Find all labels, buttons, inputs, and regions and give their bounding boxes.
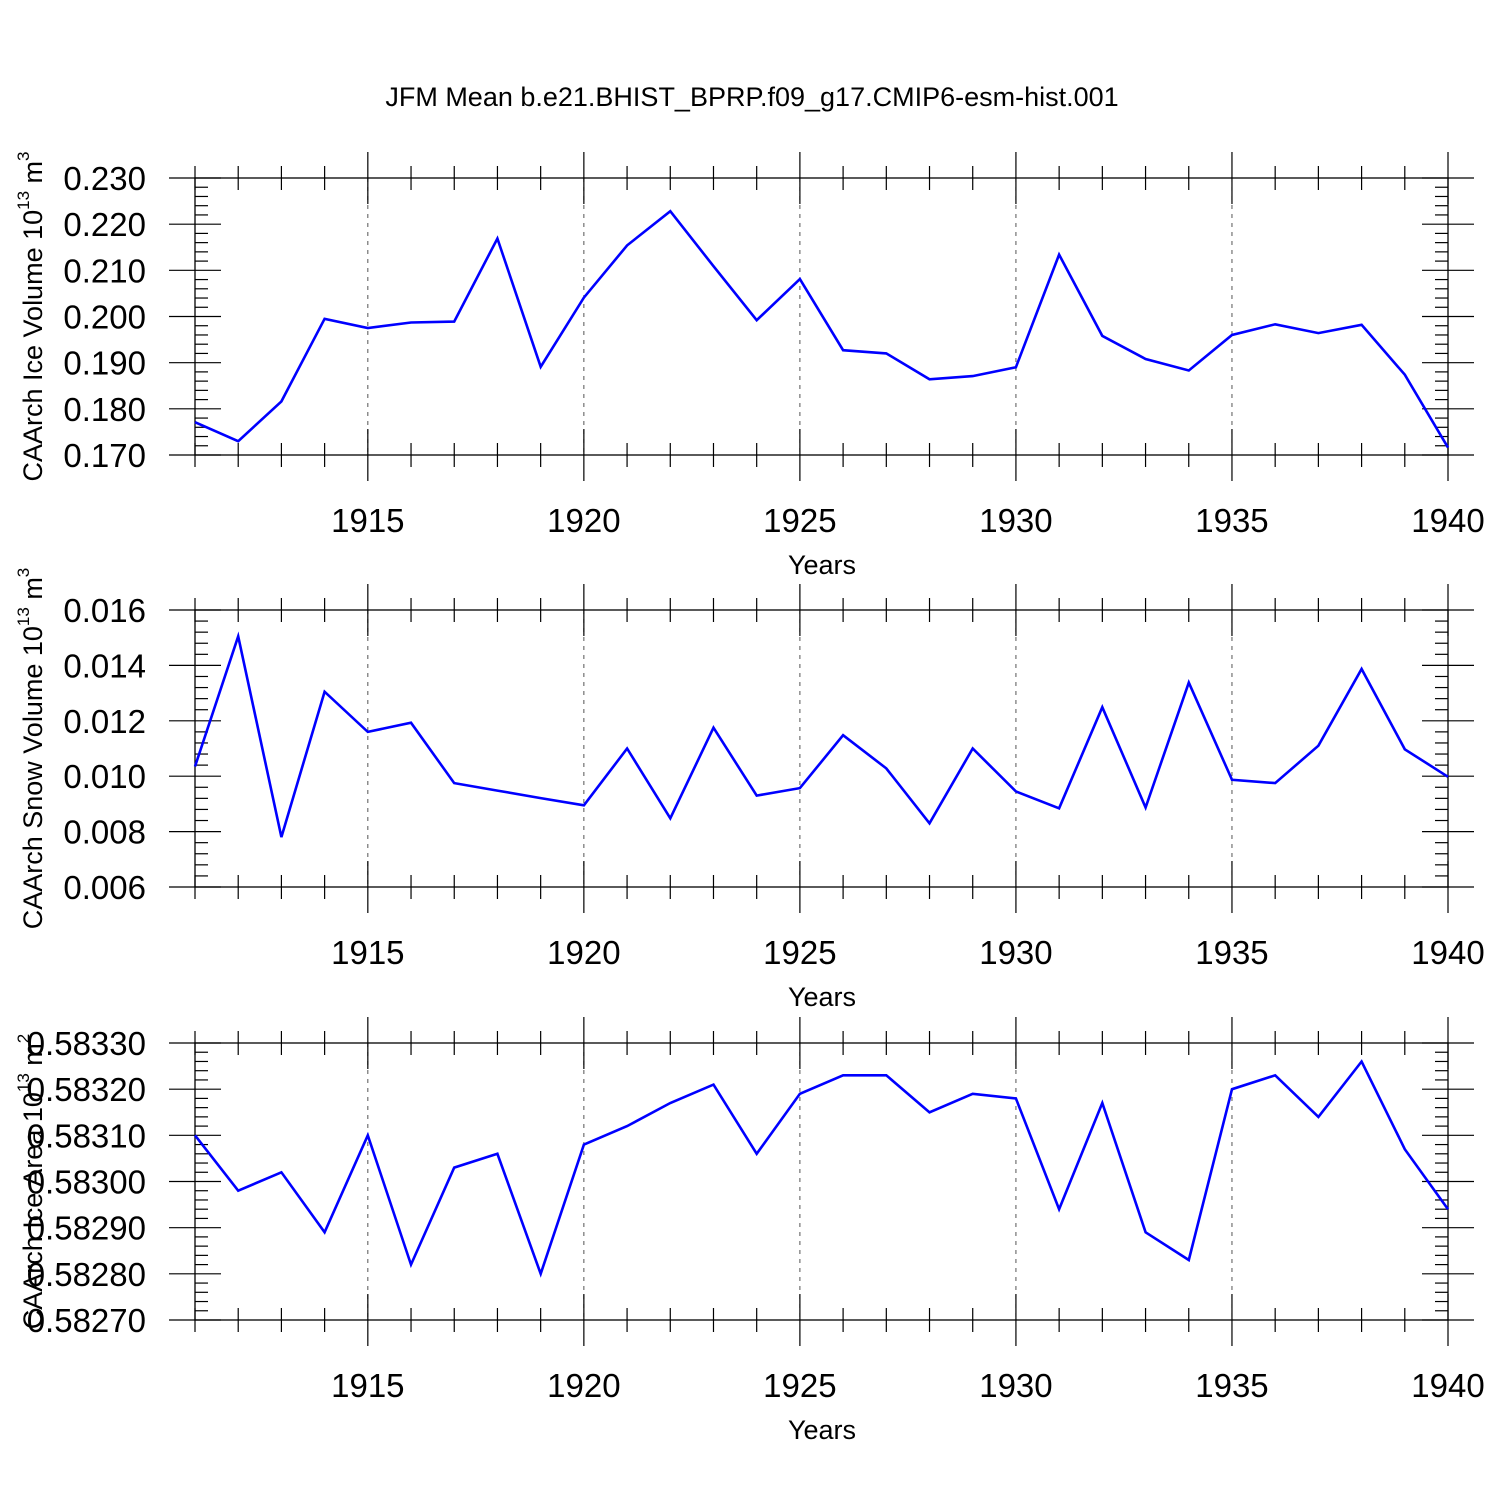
series-line xyxy=(193,1059,1450,1278)
chart-panel-1: 0.170 0.180 0.190 0.200 0.210 0.220 0.230 1915 1… xyxy=(14,151,1485,580)
y-tick-label: 0.180 xyxy=(63,391,146,428)
y-tick-label: 0.200 xyxy=(63,299,146,336)
x-tick-label: 1915 xyxy=(331,934,404,971)
y-tick-label: 0.58270 xyxy=(27,1302,146,1339)
x-tick-label: 1925 xyxy=(763,1367,836,1404)
y-tick-label: 0.006 xyxy=(63,869,146,906)
y-tick-label: 0.58280 xyxy=(27,1256,146,1293)
x-tick-label: 1930 xyxy=(979,934,1052,971)
y-axis-title-unit: m xyxy=(18,1043,48,1073)
series-line xyxy=(193,631,1449,838)
x-tick-label: 1935 xyxy=(1195,934,1268,971)
y-axis-title-main: CAArch Snow Volume 10 xyxy=(18,626,48,929)
y-axis-title: CAArch Snow Volume 1013 m3 xyxy=(14,568,48,930)
y-tick-label: 0.012 xyxy=(63,703,146,740)
y-tick-label: 0.014 xyxy=(63,647,146,684)
y-tick-label: 0.230 xyxy=(63,160,146,197)
y-tick-label: 0.58320 xyxy=(27,1071,146,1108)
x-tick-label: 1920 xyxy=(547,1367,620,1404)
x-tick-label: 1930 xyxy=(979,1367,1052,1404)
x-tick-label: 1920 xyxy=(547,502,620,539)
x-axis-title: Years xyxy=(788,982,856,1012)
x-tick-label: 1915 xyxy=(331,502,404,539)
x-axis-title: Years xyxy=(788,1415,856,1445)
y-tick-label: 0.010 xyxy=(63,758,146,795)
y-axis-title-exponent: 13 xyxy=(14,607,33,626)
y-tick-label: 0.58300 xyxy=(27,1164,146,1201)
x-tick-label: 1925 xyxy=(763,934,836,971)
x-tick-label: 1940 xyxy=(1411,1367,1484,1404)
y-tick-label: 0.170 xyxy=(63,437,146,474)
y-axis-title-exponent: 13 xyxy=(14,1073,33,1092)
y-axis-title-main: CAArch Ice Area 10 xyxy=(18,1092,48,1329)
x-tick-label: 1940 xyxy=(1411,502,1484,539)
y-axis-title-unit: m xyxy=(18,161,48,191)
y-tick-label: 0.58290 xyxy=(27,1210,146,1247)
x-axis-title: Years xyxy=(788,550,856,580)
x-tick-label: 1925 xyxy=(763,502,836,539)
y-tick-label: 0.210 xyxy=(63,252,146,289)
y-tick-label: 0.008 xyxy=(63,814,146,851)
y-axis-title-unit-exponent: 3 xyxy=(14,151,33,160)
y-axis-title: CAArch Ice Area 1013 m2 xyxy=(14,1034,48,1330)
y-tick-label: 0.58310 xyxy=(27,1117,146,1154)
y-axis-title-unit-exponent: 3 xyxy=(14,568,33,577)
x-tick-label: 1935 xyxy=(1195,502,1268,539)
y-axis-title-unit: m xyxy=(18,577,48,607)
panels: 0.170 0.180 0.190 0.200 0.210 0.220 0.230 1915 1… xyxy=(14,151,1485,1445)
x-tick-label: 1940 xyxy=(1411,934,1484,971)
y-axis-title-exponent: 13 xyxy=(14,191,33,210)
y-tick-label: 0.016 xyxy=(63,592,146,629)
x-tick-label: 1920 xyxy=(547,934,620,971)
y-tick-label: 0.58330 xyxy=(27,1025,146,1062)
plot-frame xyxy=(194,609,1449,888)
x-tick-label: 1935 xyxy=(1195,1367,1268,1404)
y-tick-label: 0.220 xyxy=(63,206,146,243)
y-axis-title: CAArch Ice Volume 1013 m3 xyxy=(14,151,48,481)
x-tick-label: 1930 xyxy=(979,502,1052,539)
chart-panel-3: 0.58270 0.58280 0.58290 0.58300 0.58310 0.583… xyxy=(14,1017,1485,1445)
figure-title: JFM Mean b.e21.BHIST_BPRP.f09_g17.CMIP6-… xyxy=(385,82,1118,112)
chart-panel-2: 0.006 0.008 0.010 0.012 0.014 0.016 1915 1920 19… xyxy=(14,568,1485,1012)
y-axis-title-unit-exponent: 2 xyxy=(14,1034,33,1043)
series-line xyxy=(194,209,1450,449)
x-tick-label: 1915 xyxy=(331,1367,404,1404)
y-tick-label: 0.190 xyxy=(63,345,146,382)
y-axis-title-main: CAArch Ice Volume 10 xyxy=(18,210,48,482)
